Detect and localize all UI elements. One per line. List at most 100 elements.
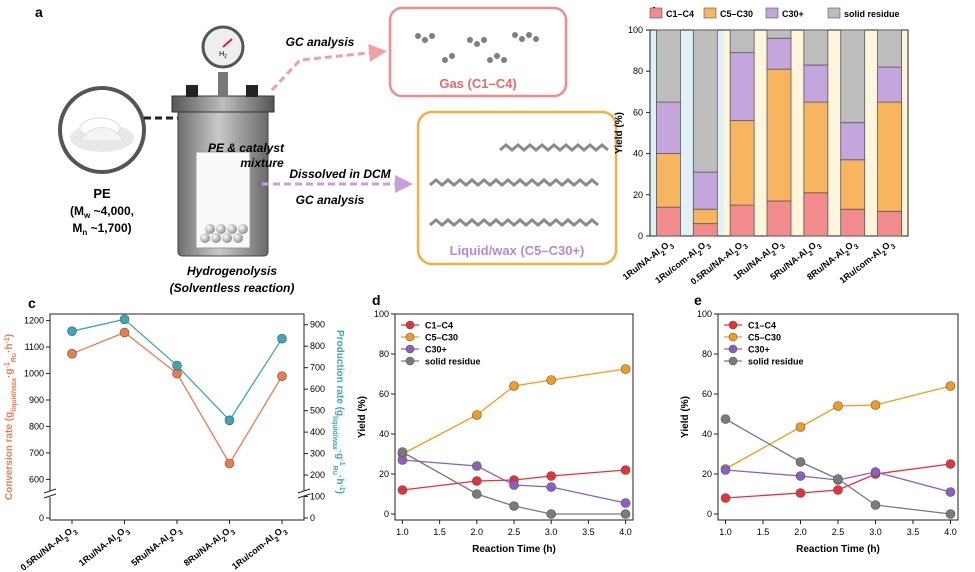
bar-segment <box>840 208 866 237</box>
data-point <box>119 327 130 338</box>
panel-letter-a: a <box>35 4 43 20</box>
data-point <box>119 314 130 325</box>
pe-sample-icon <box>58 86 146 174</box>
right-y-tick-label: 300 <box>310 449 325 459</box>
axis-break-gap-left <box>44 491 56 497</box>
y-tick-label: 40 <box>702 429 712 439</box>
data-point <box>172 368 182 379</box>
legend-label: C30+ <box>425 345 447 355</box>
y-tick-label: 100 <box>697 309 712 319</box>
bar-segment <box>877 29 902 68</box>
mn-label: Mn ~1,700) <box>72 221 131 237</box>
y-tick-label: 80 <box>702 349 712 359</box>
legend-marker <box>728 356 738 366</box>
panel-d-line-chart: d 0 20 40 60 80 100 1.0 1.5 2.0 2.5 3.0 3.5 4.0 Reacti… <box>357 292 634 555</box>
bar-segment <box>766 37 792 70</box>
reactor-icon <box>171 25 275 257</box>
panel-e-line-chart: e 0 20 40 60 80 100 1.0 1.5 2.0 2.5 3.0 3.5 4.0 Reacti… <box>680 292 959 555</box>
x-tick-label: 1Ru/NA-Al2O3 <box>77 524 132 571</box>
bar-segment <box>692 208 718 225</box>
legend-label: C30+ <box>748 345 770 355</box>
data-point <box>945 381 956 391</box>
right-y-axis-label: Production rate (gliquid/wax·g-1Ru·h-1) <box>332 330 346 494</box>
bar-segment <box>877 210 902 237</box>
bar-segment <box>877 66 902 103</box>
y-tick-label: 80 <box>633 66 643 76</box>
data-point <box>620 498 631 508</box>
x-tick-label: 4.0 <box>619 527 632 537</box>
data-point <box>833 485 843 495</box>
gas-box <box>388 6 568 98</box>
bar-segment <box>656 101 681 154</box>
axis-break-mark <box>43 493 57 499</box>
legend-marker <box>405 320 415 330</box>
gauge-h2-label: H2 <box>219 51 227 60</box>
x-tick-label: 3.0 <box>869 527 882 537</box>
right-y-tick-label: 600 <box>310 384 325 394</box>
legend-label: C30+ <box>782 9 804 19</box>
gas-arrow <box>270 43 387 92</box>
bar-segment <box>729 52 755 122</box>
axis-break-gap-right <box>298 491 310 497</box>
y-tick-label: 40 <box>633 149 643 159</box>
gas-box-label: Gas (C1–C4) <box>439 76 516 91</box>
panel-c-dual-axis-line-chart: c 600 700 800 900 1000 1100 1200 0 0 100 200 300 400 5… <box>4 295 346 572</box>
data-point <box>546 471 556 481</box>
data-point <box>472 410 482 420</box>
data-point <box>172 360 182 371</box>
x-tick-label: 1.5 <box>433 527 446 537</box>
y-axis-label: Yield (%) <box>680 396 691 438</box>
data-point <box>472 461 482 471</box>
left-y-tick-label: 0 <box>39 513 44 523</box>
data-point <box>620 364 631 374</box>
data-point <box>472 476 482 486</box>
bar-segment <box>766 29 792 39</box>
data-point <box>509 381 519 391</box>
left-y-tick-label: 900 <box>29 395 44 405</box>
bar-segment <box>877 101 902 212</box>
legend-swatch <box>827 7 841 19</box>
gas-molecules-icon <box>415 32 539 63</box>
x-tick-label: 2.5 <box>508 527 521 537</box>
chain-molecules-icon <box>429 143 609 227</box>
mixture-label-line1: PE & catalyst <box>208 141 285 155</box>
data-point <box>509 480 519 490</box>
data-point <box>795 422 806 432</box>
panel-b-stacked-bar-chart: b020406080100Yield (%)1Ru/NA-Al2O31Ru/co… <box>614 4 909 287</box>
bar-segment <box>729 120 755 206</box>
legend-swatch <box>765 7 779 19</box>
bar-segment <box>692 29 718 173</box>
y-axis-label: Yield (%) <box>614 112 625 154</box>
right-y-tick-label: 100 <box>310 492 325 502</box>
x-tick-label: 4.0 <box>944 527 957 537</box>
legend-label: C5–C30 <box>425 333 458 343</box>
legend-marker <box>728 332 738 342</box>
gc-analysis-bottom-label: GC analysis <box>296 193 365 207</box>
series-line <box>71 331 283 465</box>
bar-segment <box>656 153 681 208</box>
left-y-tick-label: 800 <box>29 421 44 431</box>
data-point <box>67 348 77 359</box>
data-point <box>546 482 556 492</box>
legend-marker <box>728 320 738 330</box>
x-tick-label: 3.0 <box>545 527 558 537</box>
bar-segment <box>692 171 718 210</box>
left-y-tick-label: 600 <box>29 474 44 484</box>
x-tick-label: 3.5 <box>907 527 920 537</box>
x-axis-label: Reaction Time (h) <box>796 544 880 555</box>
data-point <box>277 371 287 381</box>
y-tick-label: 60 <box>633 107 643 117</box>
data-point <box>546 375 556 385</box>
right-y-tick-label: 800 <box>310 341 325 351</box>
bar-segment <box>766 68 792 202</box>
data-point <box>945 487 956 497</box>
gc-analysis-top-label: GC analysis <box>286 35 355 49</box>
data-point <box>870 400 881 410</box>
y-axis-label: Yield (%) <box>357 396 368 438</box>
panel-letter-c: c <box>28 295 36 311</box>
data-point <box>397 455 408 465</box>
panel-letter-d: d <box>372 292 381 308</box>
y-tick-label: 60 <box>379 389 389 399</box>
y-tick-label: 0 <box>638 231 643 241</box>
